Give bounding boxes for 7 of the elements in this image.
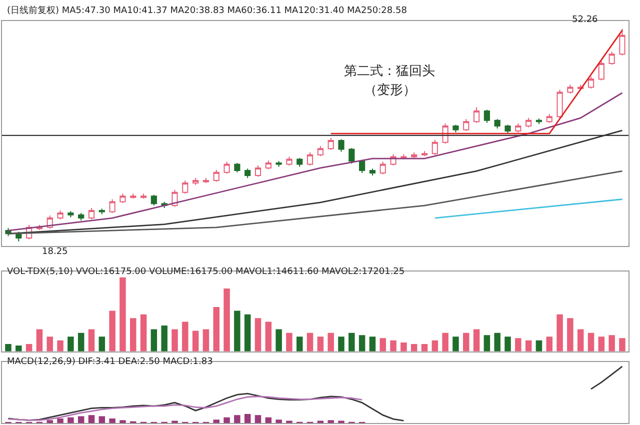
text: 18.25 — [42, 247, 68, 257]
annotation: 52.26 — [572, 15, 598, 25]
annotation: 第二式：猛回头 — [344, 64, 435, 79]
annotation: MACD(12,26,9) DIF:3.41 DEA:2.50 MACD:1.83 — [7, 357, 213, 367]
text: VOL-TDX(5,10) VVOL:16175.00 VOLUME:16175.00 MAVOL1:14611.60 MAVOL2:17201.25 — [7, 267, 405, 277]
text: (日线前复权) MA5:47.30 MA10:41.37 MA20:38.83 MA60:36.11 MA120:31.40 MA250:28.58 — [7, 5, 408, 16]
annotation: （变形） — [364, 83, 416, 98]
